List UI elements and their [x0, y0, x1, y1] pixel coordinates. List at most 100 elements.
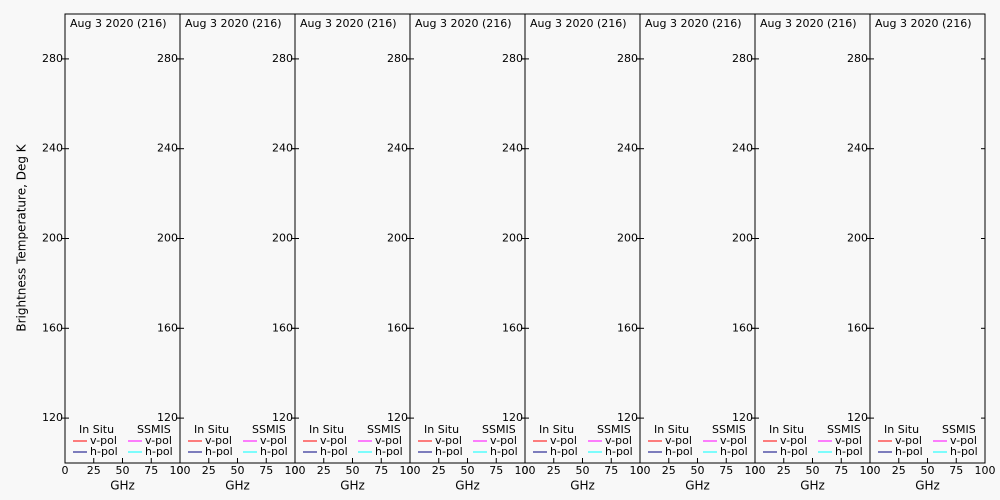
- panel-title: Aug 3 2020 (216): [415, 17, 512, 30]
- panel-title: Aug 3 2020 (216): [645, 17, 742, 30]
- y-tick-label: 280: [502, 52, 523, 65]
- x-tick-label: 75: [604, 464, 618, 477]
- legend-label: h-pol: [720, 445, 748, 458]
- legend-title: SSMIS: [827, 423, 861, 436]
- y-tick-label: 160: [157, 321, 178, 334]
- x-tick-label: 0: [522, 464, 529, 477]
- legend-label: v-pol: [260, 434, 287, 447]
- x-tick-label: 50: [461, 464, 475, 477]
- y-tick-label: 120: [387, 411, 408, 424]
- y-tick-label: 200: [502, 232, 523, 245]
- x-tick-label: 75: [489, 464, 503, 477]
- y-axis-label: Brightness Temperature, Deg K: [15, 143, 29, 331]
- legend-label: h-pol: [435, 445, 463, 458]
- y-tick-label: 120: [42, 411, 63, 424]
- x-axis-label: GHz: [915, 479, 940, 493]
- legend-title: In Situ: [79, 423, 114, 436]
- legend-label: h-pol: [205, 445, 233, 458]
- panel-title: Aug 3 2020 (216): [875, 17, 972, 30]
- y-tick-label: 240: [732, 142, 753, 155]
- x-tick-label: 0: [292, 464, 299, 477]
- y-tick-label: 240: [157, 142, 178, 155]
- x-tick-label: 25: [547, 464, 561, 477]
- legend-title: SSMIS: [712, 423, 746, 436]
- x-tick-label: 50: [116, 464, 130, 477]
- x-tick-label: 0: [177, 464, 184, 477]
- legend-title: In Situ: [539, 423, 574, 436]
- legend-title: In Situ: [194, 423, 229, 436]
- y-tick-label: 200: [42, 232, 63, 245]
- y-tick-label: 160: [387, 321, 408, 334]
- y-tick-label: 280: [732, 52, 753, 65]
- legend-title: SSMIS: [482, 423, 516, 436]
- panel-title: Aug 3 2020 (216): [530, 17, 627, 30]
- y-tick-label: 280: [847, 52, 868, 65]
- x-axis-label: GHz: [340, 479, 365, 493]
- legend-label: h-pol: [90, 445, 118, 458]
- legend-label: h-pol: [550, 445, 578, 458]
- x-tick-label: 75: [834, 464, 848, 477]
- y-tick-label: 280: [617, 52, 638, 65]
- x-tick-label: 100: [975, 464, 996, 477]
- legend-label: v-pol: [665, 434, 692, 447]
- panel-title: Aug 3 2020 (216): [300, 17, 397, 30]
- x-tick-label: 75: [949, 464, 963, 477]
- y-tick-label: 240: [502, 142, 523, 155]
- x-tick-label: 100: [170, 464, 191, 477]
- x-tick-label: 75: [374, 464, 388, 477]
- x-tick-label: 100: [400, 464, 421, 477]
- legend-label: h-pol: [780, 445, 808, 458]
- y-tick-label: 160: [272, 321, 293, 334]
- x-tick-label: 0: [752, 464, 759, 477]
- legend-title: SSMIS: [597, 423, 631, 436]
- y-tick-label: 240: [387, 142, 408, 155]
- x-axis-label: GHz: [455, 479, 480, 493]
- y-tick-label: 280: [387, 52, 408, 65]
- x-tick-label: 75: [259, 464, 273, 477]
- y-tick-label: 160: [732, 321, 753, 334]
- y-tick-label: 200: [272, 232, 293, 245]
- x-axis-label: GHz: [570, 479, 595, 493]
- legend-label: v-pol: [950, 434, 977, 447]
- x-tick-label: 50: [691, 464, 705, 477]
- y-tick-label: 120: [732, 411, 753, 424]
- x-tick-label: 75: [719, 464, 733, 477]
- legend-label: v-pol: [90, 434, 117, 447]
- legend-label: h-pol: [950, 445, 978, 458]
- x-tick-label: 100: [515, 464, 536, 477]
- x-tick-label: 50: [921, 464, 935, 477]
- x-tick-label: 25: [87, 464, 101, 477]
- legend-label: h-pol: [835, 445, 863, 458]
- panel-title: Aug 3 2020 (216): [760, 17, 857, 30]
- x-tick-label: 50: [806, 464, 820, 477]
- y-tick-label: 240: [42, 142, 63, 155]
- legend-label: v-pol: [895, 434, 922, 447]
- x-axis-label: GHz: [800, 479, 825, 493]
- x-tick-label: 25: [202, 464, 216, 477]
- legend-label: h-pol: [145, 445, 173, 458]
- x-tick-label: 25: [777, 464, 791, 477]
- legend-title: In Situ: [769, 423, 804, 436]
- legend-title: SSMIS: [942, 423, 976, 436]
- legend-label: v-pol: [205, 434, 232, 447]
- y-tick-label: 200: [847, 232, 868, 245]
- y-tick-label: 240: [847, 142, 868, 155]
- y-tick-label: 280: [157, 52, 178, 65]
- panel-title: Aug 3 2020 (216): [70, 17, 167, 30]
- legend-label: v-pol: [835, 434, 862, 447]
- y-tick-label: 200: [617, 232, 638, 245]
- y-tick-label: 200: [732, 232, 753, 245]
- y-tick-label: 200: [157, 232, 178, 245]
- x-tick-label: 25: [892, 464, 906, 477]
- y-tick-label: 120: [502, 411, 523, 424]
- x-tick-label: 0: [637, 464, 644, 477]
- x-tick-label: 25: [662, 464, 676, 477]
- legend-title: In Situ: [884, 423, 919, 436]
- legend-title: SSMIS: [137, 423, 171, 436]
- x-tick-label: 100: [745, 464, 766, 477]
- x-tick-label: 0: [867, 464, 874, 477]
- legend-title: In Situ: [424, 423, 459, 436]
- legend-label: v-pol: [490, 434, 517, 447]
- x-tick-label: 25: [432, 464, 446, 477]
- legend-label: h-pol: [665, 445, 693, 458]
